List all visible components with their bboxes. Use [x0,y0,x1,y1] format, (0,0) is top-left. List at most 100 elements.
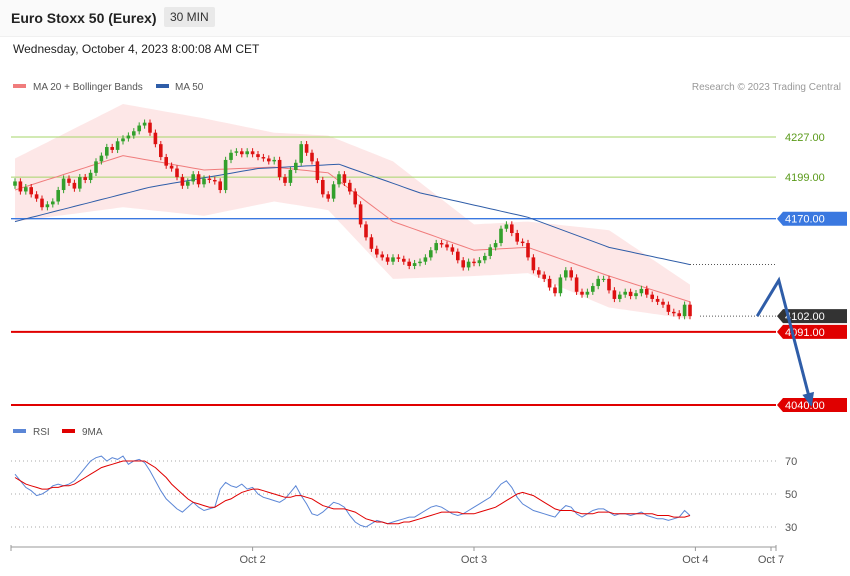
legend-ma50-swatch [156,84,169,88]
ma20-line [14,155,691,303]
last-price-label: 4102.00 [785,311,825,323]
candle-body [574,277,579,292]
candle-body [180,177,185,186]
candle-body [126,135,131,139]
candle-body [364,224,368,238]
x-tick-label-2: Oct 4 [682,554,708,566]
candle-body [202,178,206,185]
candle-body [18,181,23,192]
candle-body [639,288,644,294]
candle-body [488,247,492,256]
support-label-4: 4091.00 [785,327,825,339]
candle-body [429,250,433,258]
candle-body [267,158,271,162]
candle-body [661,301,665,305]
candle-body [645,288,649,295]
candle-body [439,243,444,245]
candle-body [612,290,617,299]
candle-body [434,243,438,251]
candle-body [186,181,190,186]
candle-body [110,147,114,150]
candle-body [445,244,449,248]
candle-body [34,194,39,199]
candle-body [504,224,509,229]
candle-body [229,152,233,160]
candle-body [83,177,87,180]
candle-body [348,182,352,192]
candle-body [407,261,411,266]
candle-body [321,179,325,195]
projection-arrow [755,276,813,406]
legend-ma50-label: MA 50 [175,82,204,93]
legend-ma20-label: MA 20 + Bollinger Bands [33,82,143,93]
candle-body [515,233,519,242]
candle-body [105,147,109,156]
candle-body [493,243,498,248]
timeframe-badge[interactable]: 30 MIN [164,7,215,27]
candle-body [310,152,314,162]
legend-rsi-ma-swatch [62,429,75,433]
candle-body [78,177,82,189]
candle-body [56,190,60,202]
candle-body [304,144,309,153]
candle-body [520,241,525,244]
candle-body [402,258,406,262]
candle-body [326,194,330,199]
rsi-tick-50: 50 [785,489,797,501]
x-tick-label-3: Oct 7 [758,554,784,566]
candle-body [72,182,77,189]
candle-body [67,178,71,183]
x-tick-label-1: Oct 3 [461,554,487,566]
candle-body [234,151,239,153]
candle-body [623,291,627,295]
candle-body [153,132,158,145]
candle-body [677,313,681,317]
candle-body [618,294,622,299]
pivot-tag [777,211,847,226]
instrument-title: Euro Stoxx 50 (Eurex) [11,10,157,26]
candle-body [655,298,660,302]
last-price-tag [777,309,847,324]
projection-arrowhead [802,391,814,407]
candle-body [542,274,546,279]
candle-body [29,187,33,195]
candle-body [553,287,557,294]
candle-body [456,251,460,261]
candle-body [164,157,168,166]
candle-body [142,122,147,126]
candle-body [159,144,163,158]
candle-body [61,178,66,191]
pivot-tag-label: 4170.00 [785,214,825,226]
candle-body [450,247,455,252]
candle-body [531,257,536,271]
candle-body [299,144,303,163]
candle-body [196,174,201,185]
bollinger-band [15,104,690,319]
candle-body [628,291,633,297]
candle-body [137,125,141,132]
candle-body [412,263,417,266]
support-tag-5 [777,398,847,412]
candle-body [358,204,363,225]
x-tick-label-0: Oct 2 [239,554,265,566]
candle-body [483,255,487,261]
candle-body [564,270,568,278]
candle-body [596,278,600,287]
candle-body [369,237,374,249]
header-bar: Euro Stoxx 50 (Eurex) 30 MIN [0,0,850,37]
candle-body [526,243,530,258]
candle-body [283,177,287,183]
candle-body [261,157,266,159]
support-label-5: 4040.00 [785,400,825,412]
candle-body [132,131,136,136]
candle-body [650,294,654,299]
candle-body [99,155,104,162]
candle-body [45,204,50,208]
candle-body [558,277,563,294]
legend-rsi-label: RSI [33,427,50,438]
candle-body [207,178,212,180]
legend-rsi-swatch [13,429,26,433]
candle-body [418,261,422,264]
candle-body [391,257,395,262]
